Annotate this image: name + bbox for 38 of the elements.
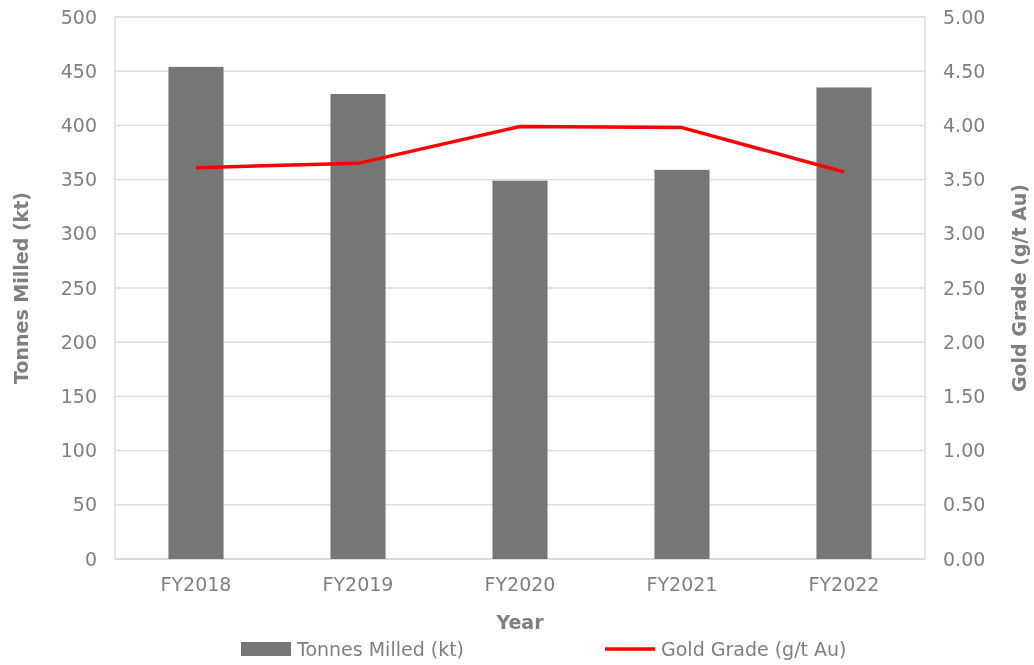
x-tick-label: FY2021 bbox=[646, 573, 718, 595]
y2-tick-label: 5.00 bbox=[943, 5, 986, 28]
y-axis-title: Tonnes Milled (kt) bbox=[10, 192, 32, 384]
y2-tick-label: 1.00 bbox=[943, 439, 986, 462]
y2-tick-label: 1.50 bbox=[943, 385, 986, 408]
y-tick-label: 0 bbox=[84, 547, 97, 570]
bar bbox=[654, 169, 710, 559]
x-tick-label: FY2018 bbox=[160, 573, 232, 595]
y-tick-label: 300 bbox=[60, 222, 97, 245]
y2-tick-label: 4.00 bbox=[943, 114, 986, 137]
bar bbox=[168, 66, 224, 559]
legend-label: Tonnes Milled (kt) bbox=[296, 637, 465, 660]
bar bbox=[492, 180, 548, 559]
y-tick-label: 450 bbox=[60, 59, 97, 82]
x-tick-label: FY2019 bbox=[322, 573, 394, 595]
bar bbox=[816, 87, 872, 559]
y-tick-label: 500 bbox=[60, 5, 97, 28]
y2-tick-label: 0.00 bbox=[943, 547, 986, 570]
line-series bbox=[194, 124, 846, 174]
y-tick-label: 250 bbox=[60, 276, 97, 299]
y2-tick-label: 2.00 bbox=[943, 330, 986, 353]
y2-tick-label: 3.00 bbox=[943, 222, 986, 245]
x-tick-label: FY2020 bbox=[484, 573, 556, 595]
y2-tick-label: 3.50 bbox=[943, 168, 986, 191]
bar bbox=[330, 93, 386, 559]
y-tick-label: 50 bbox=[72, 493, 97, 516]
y-tick-label: 100 bbox=[60, 439, 97, 462]
y2-tick-label: 4.50 bbox=[943, 59, 986, 82]
y2-axis-title: Gold Grade (g/t Au) bbox=[1008, 183, 1030, 393]
y2-tick-label: 0.50 bbox=[943, 493, 986, 516]
y-tick-label: 350 bbox=[60, 168, 97, 191]
x-axis-title: Year bbox=[495, 611, 545, 633]
legend-label: Gold Grade (g/t Au) bbox=[661, 637, 847, 660]
x-tick-label: FY2022 bbox=[808, 573, 880, 595]
y-tick-label: 150 bbox=[60, 385, 97, 408]
y-tick-label: 200 bbox=[60, 330, 97, 353]
y-tick-label: 400 bbox=[60, 114, 97, 137]
y2-tick-label: 2.50 bbox=[943, 276, 986, 299]
